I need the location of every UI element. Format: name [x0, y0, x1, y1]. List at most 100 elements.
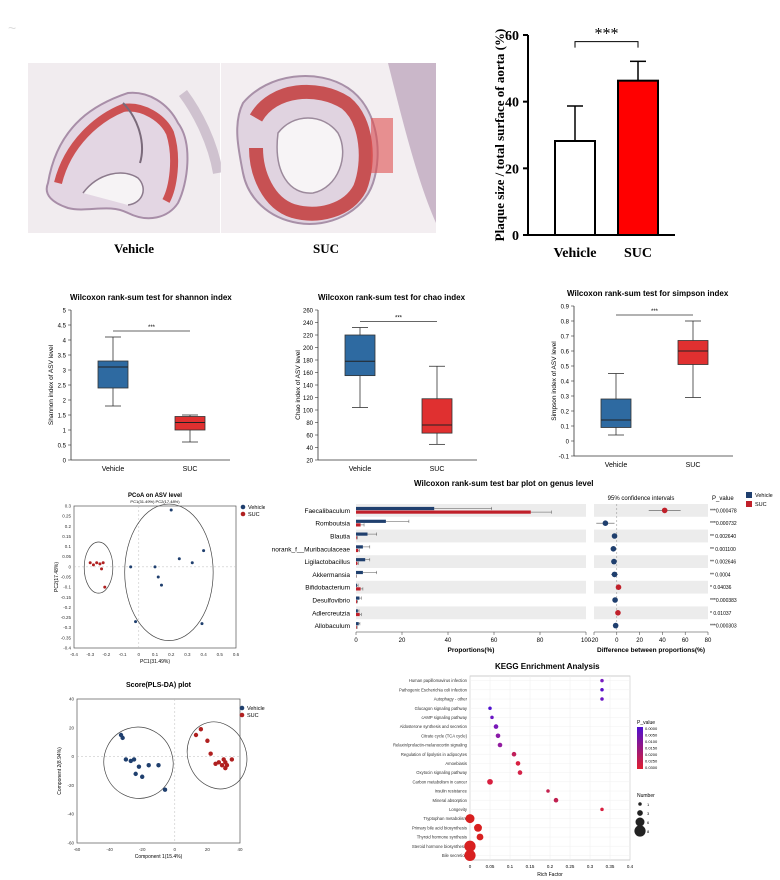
legend-pvalue-tick: 0.0000: [645, 726, 658, 731]
x-tick-label: 0.6: [233, 652, 240, 657]
y-tick-label: 40: [306, 446, 313, 452]
enrichment-point: [464, 849, 476, 861]
point-suc: [229, 757, 235, 762]
ci-point: [612, 622, 619, 629]
legend-number-label: 3: [647, 811, 650, 816]
bar-vehicle: [356, 545, 363, 549]
p-value-label: ***0.000732: [710, 521, 737, 527]
y-tick-label: 0: [566, 440, 570, 446]
y-tick-label: 5: [63, 309, 67, 315]
x-tick-label: 0.1: [507, 864, 514, 869]
chao-box-plot: 20 40 60 80 100 120 140 160 180 200 220 240 260 Vehic…: [295, 309, 477, 473]
genus-label: Bifidobacterium: [305, 585, 350, 592]
point-suc: [216, 760, 222, 765]
point-vehicle: [200, 622, 204, 626]
legend-number-swatch: [638, 802, 642, 806]
genus-label: Allobaculum: [315, 623, 350, 630]
enrichment-point: [517, 770, 523, 775]
genus-label: Ligilactobacillus: [304, 559, 350, 566]
y-tick-label: 120: [303, 396, 314, 402]
significance-label: ***: [651, 309, 659, 315]
y-tick-label: 4: [63, 339, 67, 345]
ci-x-tick-label: 60: [682, 638, 689, 644]
enrichment-point: [600, 688, 604, 692]
vehicle-aorta-shape: [45, 90, 223, 220]
ci-point: [610, 546, 617, 552]
y-axis-label: Chao index of ASV level: [295, 350, 302, 420]
p-value-label: ***0.000478: [710, 508, 737, 514]
ci-title: 95% confidence intervals: [608, 496, 675, 502]
point-vehicle: [190, 561, 194, 565]
point-suc: [224, 763, 230, 768]
pathway-label: cAMP signaling pathway: [421, 715, 467, 720]
x-tick-label: 0.05: [486, 864, 495, 869]
bar-vehicle: [356, 506, 435, 511]
x-axis-label: Rich Factor: [537, 872, 563, 877]
y-tick-label: 20: [306, 459, 313, 465]
y-tick-label: 0.15: [62, 534, 71, 539]
p-value-header: P_value: [712, 496, 734, 502]
suc-aorta-shape: [236, 63, 436, 225]
point-suc: [205, 738, 210, 743]
x-axis-label: PC1(31.49%): [140, 659, 170, 665]
x-tick-label: SUC: [183, 466, 198, 473]
enrichment-point: [464, 840, 476, 852]
ci-row-stripe: [594, 606, 708, 620]
ci-point: [611, 558, 617, 565]
ellipse-suc: [186, 721, 248, 790]
point-suc: [198, 727, 204, 732]
x-axis-label: Proportions(%): [448, 647, 495, 654]
enrichment-point: [600, 697, 604, 701]
y-tick-label: 0.1: [65, 544, 72, 549]
y-tick-label: 0: [68, 564, 71, 569]
plot-frame: [73, 505, 237, 649]
legend-number-swatch: [637, 810, 643, 816]
x-tick-label: 0.25: [566, 864, 575, 869]
enrichment-point: [490, 715, 494, 720]
x-tick-label: -0.4: [70, 652, 78, 657]
legend-number-label: 6: [647, 820, 650, 825]
enrichment-point: [511, 751, 517, 757]
chart-subtitle: PC1(31.49%) PC2(17.48%): [130, 499, 180, 504]
x-tick-label: SUC: [624, 246, 652, 261]
y-tick-label: 260: [303, 309, 314, 315]
ci-x-tick-label: 20: [636, 638, 643, 644]
y-tick-label: 0.3: [65, 504, 72, 509]
x-tick-label: 0: [174, 847, 177, 852]
p-value-label: * 0.01037: [710, 611, 732, 617]
x-tick-label: Vehicle: [553, 246, 596, 261]
bar-vehicle: [356, 583, 357, 587]
legend-label: SUC: [755, 502, 767, 508]
p-value-label: * 0.04036: [710, 585, 732, 591]
x-tick-label: 0.1: [152, 652, 159, 657]
x-tick-label: SUC: [686, 462, 701, 469]
y-axis-label: Shannon index of ASV level: [48, 344, 55, 425]
enrichment-point: [474, 823, 482, 832]
enrichment-point: [497, 742, 503, 748]
point-suc: [219, 763, 225, 768]
row-stripe: [356, 555, 586, 568]
significance-bracket: [574, 41, 639, 48]
bar-suc: [356, 600, 357, 604]
x-tick-label: 0.4: [200, 652, 207, 657]
bar-suc: [356, 587, 361, 591]
enrichment-point: [487, 778, 493, 785]
legend-pvalue-tick: 0.0050: [645, 733, 658, 738]
y-tick-label: 0: [63, 459, 67, 465]
legend-number-swatch: [635, 817, 645, 827]
y-tick-label: 3.5: [58, 354, 67, 360]
enrichment-point: [476, 833, 484, 841]
ci-point: [615, 610, 621, 616]
enrichment-point: [493, 724, 499, 729]
point-suc: [208, 751, 213, 756]
enrichment-point: [600, 807, 604, 812]
point-vehicle: [120, 735, 125, 741]
y-tick-label: 220: [303, 334, 314, 340]
box-vehicle: [600, 398, 632, 428]
ci-x-tick-label: -20: [590, 638, 599, 644]
pathway-label: Relaxin/prolactin-melanocortin signaling: [393, 743, 468, 748]
ci-row-stripe: [594, 555, 708, 568]
legend-number-swatch: [634, 825, 646, 837]
y-tick-label: 100: [303, 409, 314, 415]
ci-row-stripe: [594, 529, 708, 543]
